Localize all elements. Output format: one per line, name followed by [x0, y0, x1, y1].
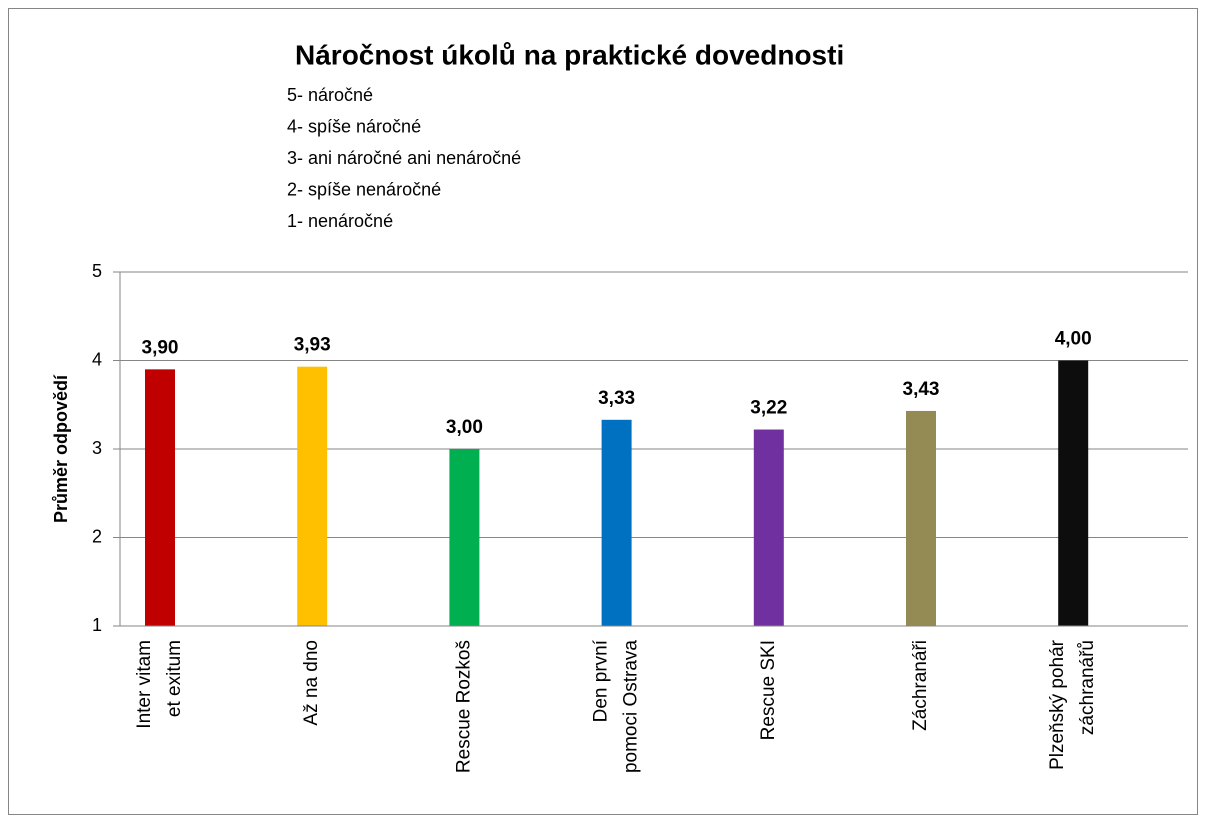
subtitle-line: 1- nenáročné: [287, 211, 393, 231]
bar: [145, 369, 175, 626]
x-tick-label: záchranářů: [1077, 640, 1098, 735]
x-tick-label: Až na dno: [301, 640, 322, 726]
subtitle-line: 4- spíše náročné: [287, 116, 421, 136]
y-tick-label: 1: [92, 615, 102, 635]
x-tick-label: Inter vitam: [134, 640, 155, 729]
y-tick-label: 5: [92, 261, 102, 281]
bar: [1058, 360, 1089, 626]
y-axis-label: Průměr odpovědí: [51, 374, 71, 523]
bar: [753, 429, 784, 626]
data-label: 3,00: [446, 417, 483, 438]
bar: [906, 410, 936, 626]
x-tick-label: Den první: [591, 639, 612, 722]
x-tick-label: Záchranáři: [910, 640, 931, 731]
subtitle-line: 5- náročné: [287, 85, 373, 105]
y-tick-label: 3: [92, 438, 102, 458]
subtitle-line: 2- spíše nenáročné: [287, 179, 441, 199]
chart-frame: [8, 8, 1198, 815]
data-label: 3,90: [142, 337, 179, 358]
bar: [449, 449, 480, 626]
x-tick-label: Rescue SKI: [758, 640, 779, 740]
x-tick-label: Plzeňský pohár: [1047, 639, 1068, 770]
chart-title: Náročnost úkolů na praktické dovednosti: [295, 39, 844, 70]
x-tick-label: Rescue Rozkoš: [453, 640, 474, 773]
data-label: 3,93: [294, 335, 331, 356]
bar: [601, 419, 632, 626]
data-label: 3,33: [598, 388, 635, 409]
data-label: 4,00: [1055, 329, 1092, 350]
data-label: 3,43: [903, 379, 940, 400]
bar: [297, 366, 328, 626]
y-tick-label: 4: [92, 349, 102, 369]
subtitle-line: 3- ani náročné ani nenáročné: [287, 148, 521, 168]
data-label: 3,22: [750, 398, 787, 419]
x-tick-label: et exitum: [164, 640, 185, 717]
x-tick-label: pomoci Ostrava: [621, 640, 642, 773]
y-tick-label: 2: [92, 526, 102, 546]
